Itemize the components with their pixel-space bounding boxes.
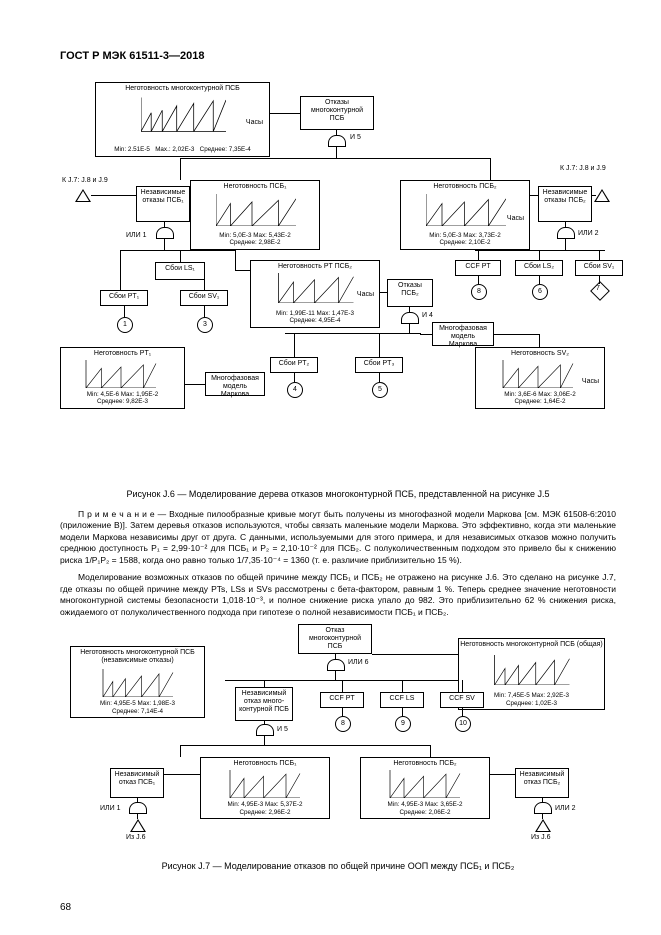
indep-multi: Независимый отказ много-контурной ПСБ [235, 687, 293, 721]
s: Min: 1,99E-11 Max: 1,47E-3 Среднее: 4,95… [251, 310, 379, 325]
gl: ИЛИ 6 [348, 659, 369, 666]
and-gate-i5 [256, 724, 274, 736]
chart-top-multi: Неготовность многоконтурной ПСБ Часы Min… [95, 82, 270, 157]
gl: ИЛИ 2 [578, 230, 599, 237]
gl: ИЛИ 1 [126, 232, 147, 239]
s: Min: 3,6E-6 Max: 3,06E-2 Среднее: 1,64E-… [476, 391, 604, 406]
s: Min: 4,95E-3 Max: 3,65E-2 Среднее: 2,06E… [361, 801, 489, 816]
root-j7: Отказ многоконтурной ПСБ [298, 624, 372, 654]
fig-j6-caption: Рисунок J.6 — Моделирование дерева отказ… [60, 489, 616, 499]
ls1-box: Сбои LS₁ [155, 262, 205, 280]
gl: ИЛИ 2 [555, 805, 576, 812]
markov-box-2: Многофазовая модель Маркова [432, 322, 494, 346]
chart-psb1: Неготовность ПСБ₁ Min: 5,0E-3 Max: 5,43E… [190, 180, 320, 250]
fail-psb2: Отказы ПСБ₂ [387, 279, 433, 307]
ccfsv: CCF SV [440, 692, 484, 708]
or-gate-2b [534, 802, 552, 814]
note-text: П р и м е ч а н и е — Входные пилообразн… [60, 509, 616, 566]
ccfls: CCF LS [380, 692, 424, 708]
event-7-rhombus [590, 281, 610, 301]
event-9: 9 [395, 716, 411, 732]
t: Неготовность PT ПСБ₂ [251, 263, 379, 270]
transfer-icon [75, 189, 91, 202]
axis-label: Часы [246, 119, 263, 126]
gl: ИЛИ 1 [100, 805, 121, 812]
event-8: 8 [335, 716, 351, 732]
chart-psb2b: Неготовность ПСБ₂ Min: 4,95E-3 Max: 3,65… [360, 757, 490, 819]
chart-top-title: Неготовность многоконтурной ПСБ [96, 85, 269, 92]
pt1-fail: Сбои PT₁ [100, 290, 148, 306]
e7l: 7 [596, 285, 600, 292]
t: Неготовность ПСБ₁ [191, 183, 319, 190]
s: Min: 5,0E-3 Max: 5,43E-2 Среднее: 2,98E-… [191, 232, 319, 247]
paragraph-2: Моделирование возможных отказов по общей… [60, 572, 616, 618]
stat: Max.: 2,02E-3 [155, 146, 194, 153]
ccfpt: CCF PT [455, 260, 501, 276]
stat: Среднее: 7,35E-4 [200, 146, 251, 153]
or-gate-2 [557, 227, 575, 239]
indep-psb1: Независимые отказы ПСБ₁ [136, 186, 190, 222]
from1: Из J.6 [126, 834, 146, 841]
axis: Часы [507, 215, 524, 222]
t: Неготовность многоконтурной ПСБ (общая) [459, 641, 604, 648]
s: Min: 5,0E-3 Max: 3,73E-2 Среднее: 2,10E-… [401, 232, 529, 247]
or-gate-1b [129, 802, 147, 814]
t: Неготовность многоконтурной ПСБ (независ… [71, 649, 204, 664]
event-5: 5 [372, 382, 388, 398]
figure-j6: Неготовность многоконтурной ПСБ Часы Min… [60, 82, 605, 477]
gl: И 5 [277, 726, 288, 733]
root-failure-box: Отказы многоконтурной ПСБ [300, 96, 374, 130]
transfer-icon [130, 819, 146, 832]
chart-sv2: Неготовность SV₂ Часы Min: 3,6E-6 Max: 3… [475, 347, 605, 409]
stat: Min: 2.51E-5 [114, 146, 150, 153]
ccfpt: CCF PT [320, 692, 364, 708]
dep2: Независимый отказ ПСБ₂ [515, 768, 569, 798]
s: Min: 4,5E-6 Max: 1,95E-2 Среднее: 9,82E-… [61, 391, 184, 406]
dep1: Независимый отказ ПСБ₁ [110, 768, 164, 798]
sv1r: Сбои SV₁ [575, 260, 623, 276]
t: Неготовность SV₂ [476, 350, 604, 357]
event-1: 1 [117, 317, 133, 333]
ref-right: К J.7: J.8 и J.9 [560, 165, 606, 172]
axis: Часы [357, 291, 374, 298]
gl: И 4 [422, 312, 433, 319]
and-gate-i4 [401, 312, 419, 324]
sv1-fail: Сбои SV₁ [180, 290, 228, 306]
ref-left: К J.7: J.8 и J.9 [62, 177, 108, 184]
gate-label: И 5 [350, 134, 361, 141]
s: Min: 4,95E-3 Max: 5,37E-2 Среднее: 2,96E… [201, 801, 329, 816]
fig-j7-caption: Рисунок J.7 — Моделирование отказов по о… [60, 861, 616, 871]
chart-psb1b: Неготовность ПСБ₁ Min: 4,95E-3 Max: 5,37… [200, 757, 330, 819]
event-3: 3 [197, 317, 213, 333]
figure-j7: Отказ многоконтурной ПСБ ИЛИ 6 Неготовно… [60, 624, 605, 849]
t: Неготовность ПСБ₂ [361, 760, 489, 767]
from2: Из J.6 [531, 834, 551, 841]
pt2-fail: Сбои PT₂ [270, 357, 318, 373]
pt3-fail: Сбои PT₃ [355, 357, 403, 373]
or-gate-1 [156, 227, 174, 239]
indep-psb2: Независимые отказы ПСБ₂ [538, 186, 592, 222]
s: Min: 4,95E-5 Max: 1,98E-3 Среднее: 7,14E… [71, 700, 204, 715]
event-6: 6 [532, 284, 548, 300]
doc-header: ГОСТ Р МЭК 61511-3—2018 [60, 50, 616, 62]
markov-box-1: Многофазовая модель Маркова [205, 372, 265, 396]
chart-indep: Неготовность многоконтурной ПСБ (независ… [70, 646, 205, 718]
event-10: 10 [455, 716, 471, 732]
t: Неготовность ПСБ₂ [401, 183, 529, 190]
event-8: 8 [471, 284, 487, 300]
ls2: Сбои LS₂ [515, 260, 563, 276]
event-4: 4 [287, 382, 303, 398]
and-gate-i5 [328, 135, 346, 147]
transfer-icon [535, 819, 551, 832]
t: Неготовность PT₁ [61, 350, 184, 357]
axis: Часы [582, 378, 599, 385]
chart-psb2: Неготовность ПСБ₂ Часы Min: 5,0E-3 Max: … [400, 180, 530, 250]
chart-pt1: Неготовность PT₁ Min: 4,5E-6 Max: 1,95E-… [60, 347, 185, 409]
transfer-icon [594, 189, 610, 202]
page-number: 68 [60, 902, 71, 913]
chart-pt-psb2: Неготовность PT ПСБ₂ Часы Min: 1,99E-11 … [250, 260, 380, 328]
or-gate-6 [327, 659, 345, 671]
t: Неготовность ПСБ₁ [201, 760, 329, 767]
